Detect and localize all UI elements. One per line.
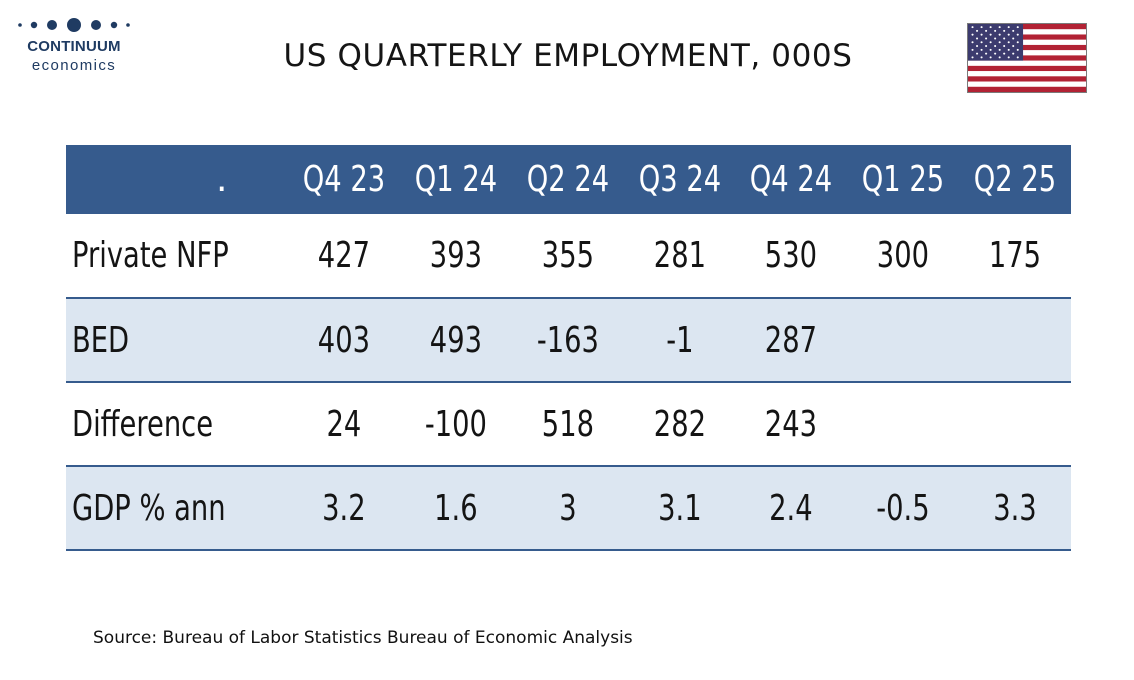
corner-header: .: [216, 159, 228, 200]
row-label: BED: [67, 297, 237, 382]
table-cell: 287: [748, 297, 834, 382]
table-row: BED 403 493 -163 -1 287: [66, 297, 1071, 382]
table-cell: 3: [525, 465, 611, 551]
table-cell: [972, 297, 1058, 382]
table-cell: [860, 297, 946, 382]
table-cell: 393: [429, 235, 482, 276]
us-flag-icon: [967, 23, 1087, 93]
column-header: Q4 24: [750, 159, 833, 200]
table-cell: 24: [301, 381, 387, 466]
row-label: Private NFP: [72, 235, 229, 276]
column-header: Q1 24: [414, 159, 498, 200]
table-row: GDP % ann 3.2 1.6 3 3.1 2.4 -0.5 3.3: [66, 465, 1071, 551]
column-header: Q3 24: [638, 159, 721, 200]
table-cell: 493: [413, 297, 499, 382]
table-cell: 3.2: [301, 465, 387, 551]
table-cell: -163: [525, 297, 611, 382]
table-cell: -1: [636, 297, 722, 382]
table-cell: 355: [541, 235, 594, 276]
table-header-row: . Q4 23 Q1 24 Q2 24 Q3 24 Q4 24 Q1 25 Q2…: [66, 145, 1071, 214]
table-cell: 300: [877, 235, 930, 276]
column-header: Q1 25: [861, 159, 945, 200]
table-cell: 427: [317, 235, 371, 276]
table-cell: 282: [636, 381, 722, 466]
column-header: Q2 24: [526, 159, 609, 200]
logo-wordmark: CONTINUUM: [27, 38, 121, 55]
row-label: Difference: [67, 381, 237, 466]
table-cell: 1.6: [413, 465, 499, 551]
table-cell: 2.4: [748, 465, 834, 551]
logo-dots-icon: [18, 18, 130, 32]
logo-subtitle: economics: [31, 57, 117, 74]
table-cell: -0.5: [860, 465, 946, 551]
table-cell: 3.3: [972, 465, 1058, 551]
table-row: Difference 24 -100 518 282 243: [66, 381, 1071, 466]
source-note: Source: Bureau of Labor Statistics Burea…: [93, 628, 633, 648]
table-cell: -100: [413, 381, 499, 466]
table-row: Private NFP 427 393 355 281 530 300 175: [66, 214, 1071, 298]
table-cell: 403: [301, 297, 387, 382]
table-cell: 530: [765, 235, 818, 276]
table-cell: [972, 381, 1058, 466]
table-cell: 3.1: [636, 465, 722, 551]
table-cell: 175: [988, 235, 1042, 276]
column-header: Q4 23: [302, 159, 386, 200]
column-header: Q2 25: [973, 159, 1057, 200]
table-cell: 518: [525, 381, 611, 466]
page-title: US QUARTERLY EMPLOYMENT, 000S: [283, 38, 853, 74]
table-cell: [860, 381, 946, 466]
table-cell: 281: [653, 235, 706, 276]
table-cell: 243: [748, 381, 834, 466]
employment-table: . Q4 23 Q1 24 Q2 24 Q3 24 Q4 24 Q1 25 Q2…: [66, 145, 1071, 551]
row-label: GDP % ann: [67, 465, 237, 551]
